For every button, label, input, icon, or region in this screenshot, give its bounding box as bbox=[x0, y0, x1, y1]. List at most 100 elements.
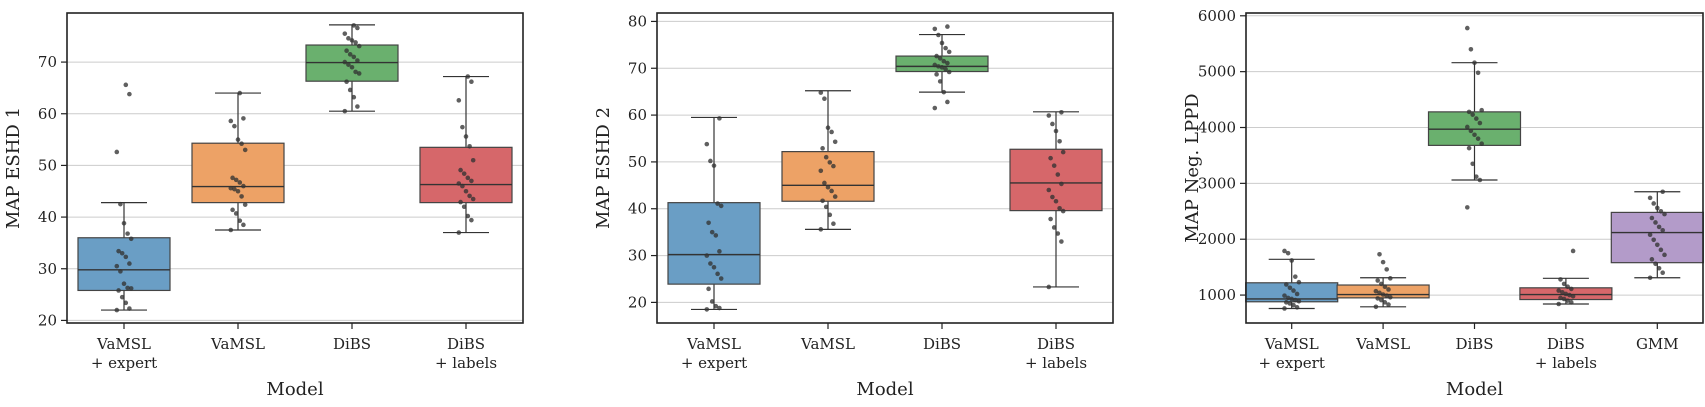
data-point bbox=[1384, 293, 1389, 298]
data-point bbox=[116, 288, 121, 293]
data-point bbox=[1050, 121, 1055, 127]
data-point bbox=[946, 49, 952, 55]
iqr-box bbox=[191, 142, 285, 204]
data-point bbox=[823, 154, 829, 160]
data-point bbox=[1375, 278, 1380, 283]
x-tick-label: VaMSL bbox=[210, 335, 265, 353]
data-point bbox=[1658, 247, 1664, 253]
data-point bbox=[1386, 287, 1391, 292]
data-point bbox=[1373, 288, 1379, 294]
data-point bbox=[125, 285, 130, 291]
x-tick-label: DiBS bbox=[1455, 335, 1493, 353]
data-point bbox=[1477, 120, 1483, 126]
data-point bbox=[456, 230, 462, 235]
data-point bbox=[456, 98, 462, 103]
data-point bbox=[939, 40, 945, 46]
data-point bbox=[829, 188, 834, 194]
data-point bbox=[1660, 227, 1665, 233]
data-point bbox=[708, 261, 713, 266]
data-point bbox=[709, 299, 715, 304]
box-1 bbox=[77, 82, 171, 313]
data-point bbox=[1379, 297, 1384, 303]
data-point bbox=[1465, 25, 1470, 31]
data-point bbox=[1285, 295, 1291, 301]
data-point bbox=[114, 149, 120, 155]
x-tick-label: DiBS bbox=[333, 335, 371, 353]
y-tick-label: 5000 bbox=[1198, 63, 1236, 81]
data-point bbox=[827, 160, 833, 165]
data-point bbox=[242, 202, 248, 207]
box-5 bbox=[1610, 189, 1704, 281]
chart-panel-3: 1000 2000 3000 4000 5000 6000 MAP Neg. LPPD VaM… bbox=[1182, 7, 1704, 400]
data-point bbox=[939, 65, 945, 70]
y-tick-label: 50 bbox=[38, 156, 57, 174]
data-point bbox=[230, 207, 235, 213]
data-point bbox=[1296, 279, 1302, 285]
box-1 bbox=[1245, 248, 1339, 311]
x-tick-label: DiBS bbox=[1547, 335, 1585, 353]
data-point bbox=[1050, 194, 1055, 200]
y-tick-label: 20 bbox=[38, 311, 57, 329]
data-point bbox=[1556, 301, 1561, 307]
x-tick-sublabel: + labels bbox=[435, 354, 497, 372]
y-tick-label: 6000 bbox=[1198, 7, 1236, 25]
data-point bbox=[228, 227, 234, 233]
data-point bbox=[1468, 128, 1474, 134]
data-point bbox=[1647, 275, 1653, 281]
data-point bbox=[829, 129, 834, 135]
data-point bbox=[114, 307, 120, 313]
data-point bbox=[1057, 139, 1062, 144]
data-point bbox=[1561, 296, 1567, 302]
data-point bbox=[1474, 174, 1479, 179]
data-point bbox=[1475, 70, 1481, 76]
data-point bbox=[119, 294, 125, 300]
data-point bbox=[347, 52, 353, 57]
data-point bbox=[1655, 205, 1660, 211]
data-point bbox=[1375, 296, 1380, 301]
data-point bbox=[463, 134, 469, 139]
data-point bbox=[1060, 208, 1066, 214]
data-point bbox=[945, 99, 950, 105]
y-tick-label: 2000 bbox=[1198, 230, 1236, 248]
data-point bbox=[932, 105, 938, 111]
x-axis-label: Model bbox=[266, 379, 323, 400]
x-tick-label: VaMSL bbox=[96, 335, 151, 353]
data-point bbox=[121, 220, 127, 226]
data-point bbox=[241, 116, 246, 121]
data-point bbox=[932, 26, 938, 32]
data-point bbox=[465, 213, 471, 219]
data-point bbox=[467, 193, 472, 199]
data-point bbox=[1282, 306, 1287, 311]
data-point bbox=[458, 167, 463, 173]
data-point bbox=[818, 227, 824, 232]
data-point bbox=[232, 186, 237, 192]
data-point bbox=[346, 62, 351, 67]
data-point bbox=[831, 221, 836, 227]
data-point bbox=[1662, 252, 1667, 258]
y-tick-label: 70 bbox=[628, 59, 647, 77]
data-point bbox=[1379, 281, 1384, 287]
data-point bbox=[235, 137, 241, 142]
data-point bbox=[1472, 60, 1477, 66]
data-point bbox=[704, 307, 710, 312]
data-point bbox=[239, 141, 244, 147]
data-point bbox=[1291, 302, 1296, 308]
data-point bbox=[1059, 109, 1064, 115]
data-point bbox=[127, 261, 132, 266]
data-point bbox=[1284, 300, 1289, 305]
data-point bbox=[1649, 257, 1655, 262]
y-tick-label: 20 bbox=[628, 293, 647, 311]
data-point bbox=[711, 163, 717, 168]
data-point bbox=[351, 54, 357, 60]
data-point bbox=[932, 62, 938, 68]
data-point bbox=[469, 178, 474, 184]
x-tick-label: VaMSL bbox=[1264, 335, 1319, 353]
y-tick-label: 3000 bbox=[1198, 174, 1236, 192]
data-point bbox=[1647, 232, 1653, 238]
data-point bbox=[1558, 295, 1563, 301]
iqr-box bbox=[781, 151, 875, 202]
data-point bbox=[465, 74, 471, 79]
x-tick-sublabel: + labels bbox=[1025, 354, 1087, 372]
data-point bbox=[127, 306, 132, 311]
data-point bbox=[458, 199, 463, 205]
